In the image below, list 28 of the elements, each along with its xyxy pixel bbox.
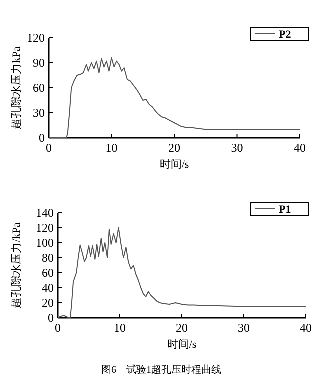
y-tick-label: 120 [27, 31, 45, 45]
y-tick-label: 60 [33, 81, 45, 95]
y-tick-label: 140 [36, 206, 54, 220]
legend-label: P1 [279, 204, 292, 216]
y-tick-label: 0 [39, 131, 45, 145]
x-tick-label: 10 [106, 141, 118, 155]
y-tick-label: 100 [36, 236, 54, 250]
y-tick-label: 0 [48, 311, 54, 325]
y-tick-label: 60 [42, 266, 54, 280]
x-tick-label: 10 [114, 321, 126, 335]
x-tick-label: 30 [231, 141, 244, 155]
y-tick-label: 40 [42, 281, 54, 295]
y-tick-label: 120 [36, 221, 54, 235]
x-axis-title: 时间/s [160, 158, 190, 171]
y-axis-title: 超孔隙水压力kPa [10, 46, 23, 130]
x-tick-label: 40 [294, 141, 306, 155]
y-tick-label: 80 [42, 251, 54, 265]
x-axis-title: 时间/s [167, 338, 197, 351]
legend-label: P2 [279, 29, 292, 41]
x-tick-label: 20 [176, 321, 188, 335]
x-tick-label: 20 [168, 141, 180, 155]
y-tick-label: 30 [33, 106, 45, 120]
x-tick-label: 40 [300, 321, 312, 335]
y-axis-title: 超孔隙水压力/kPa [10, 222, 23, 308]
x-tick-label: 30 [238, 321, 250, 335]
caption: 图6 试验1超孔压时程曲线 [102, 364, 222, 376]
y-tick-label: 90 [33, 56, 45, 70]
y-tick-label: 20 [42, 296, 54, 310]
